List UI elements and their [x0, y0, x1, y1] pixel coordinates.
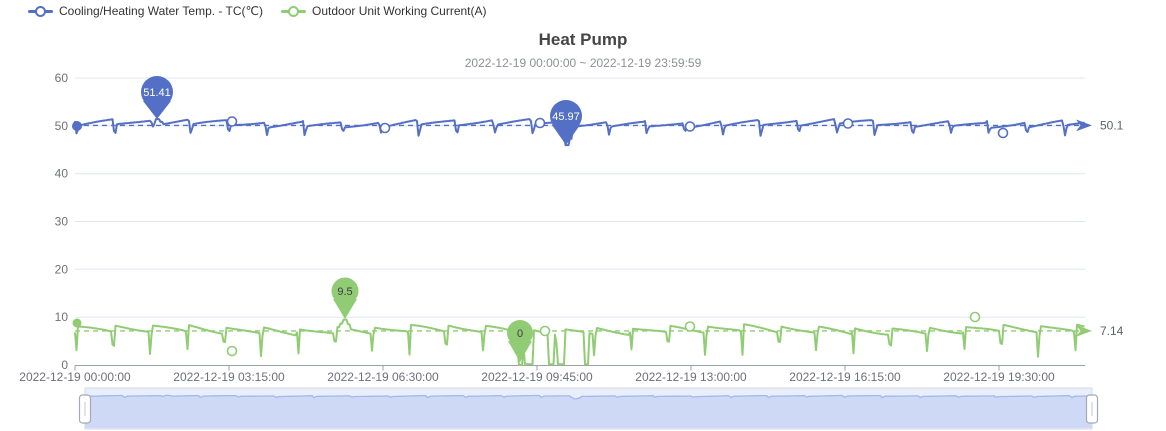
current-max-markpoint: 9.5 [331, 277, 359, 319]
temp-series-line [74, 118, 1085, 147]
legend-label-working-current: Outdoor Unit Working Current(A) [312, 4, 487, 18]
x-tick-label: 2022-12-19 19:30:00 [943, 370, 1055, 384]
datazoom-preview-line [84, 394, 1092, 400]
markline-arrow-icon [1076, 325, 1092, 337]
x-tick-labels: 2022-12-19 00:00:00 2022-12-19 03:15:00 … [19, 370, 1055, 384]
x-tick-label: 2022-12-19 09:45:00 [481, 370, 593, 384]
y-tick-label: 50 [55, 119, 69, 133]
datazoom-slider[interactable] [78, 387, 1099, 430]
legend-item-working-current[interactable]: Outdoor Unit Working Current(A) [281, 4, 487, 18]
line-circle-series-icon [28, 4, 53, 18]
y-tick-label: 20 [55, 262, 69, 276]
current-series-line [74, 318, 1085, 366]
current-average-label: 7.14 [1100, 324, 1124, 338]
x-tick-label: 2022-12-19 13:00:00 [635, 370, 747, 384]
y-tick-label: 30 [55, 215, 69, 229]
x-tick-label: 2022-12-19 06:30:00 [327, 370, 439, 384]
temp-series-symbols [72, 116, 1009, 139]
y-tick-label: 10 [55, 310, 69, 324]
y-tick-label: 0 [61, 358, 68, 372]
current-min-markpoint: 0 [507, 320, 533, 362]
legend-label-water-temp: Cooling/Heating Water Temp. - TC(℃) [59, 4, 263, 18]
current-max-label: 9.5 [337, 286, 352, 298]
temp-min-markpoint: 45.97 [550, 100, 582, 145]
temp-min-label: 45.97 [552, 111, 580, 123]
line-circle-series-icon [281, 4, 306, 18]
x-tick-label: 2022-12-19 16:15:00 [789, 370, 901, 384]
x-tick-label: 2022-12-19 03:15:00 [173, 370, 285, 384]
chart-legend: Cooling/Heating Water Temp. - TC(℃) Outd… [28, 4, 487, 18]
current-min-label: 0 [517, 328, 523, 340]
y-tick-label: 60 [55, 71, 69, 85]
temp-max-markpoint: 51.41 [141, 76, 173, 119]
current-series-symbols [72, 311, 981, 357]
chart-title: Heat Pump [538, 30, 628, 49]
y-axis: 60 50 40 30 20 10 0 [55, 71, 69, 372]
chart-subtitle: 2022-12-19 00:00:00 ~ 2022-12-19 23:59:5… [464, 56, 702, 70]
x-axis: 2022-12-19 00:00:00 2022-12-19 03:15:00 … [19, 365, 1085, 384]
x-tick-label: 2022-12-19 00:00:00 [19, 370, 131, 384]
datazoom-preview-area [85, 395, 1092, 428]
title-block: Heat Pump 2022-12-19 00:00:00 ~ 2022-12-… [0, 30, 1166, 70]
temp-average-label: 50.1 [1100, 119, 1124, 133]
temp-max-label: 51.41 [143, 87, 171, 99]
y-tick-label: 40 [55, 167, 69, 181]
legend-item-water-temp[interactable]: Cooling/Heating Water Temp. - TC(℃) [28, 4, 263, 18]
